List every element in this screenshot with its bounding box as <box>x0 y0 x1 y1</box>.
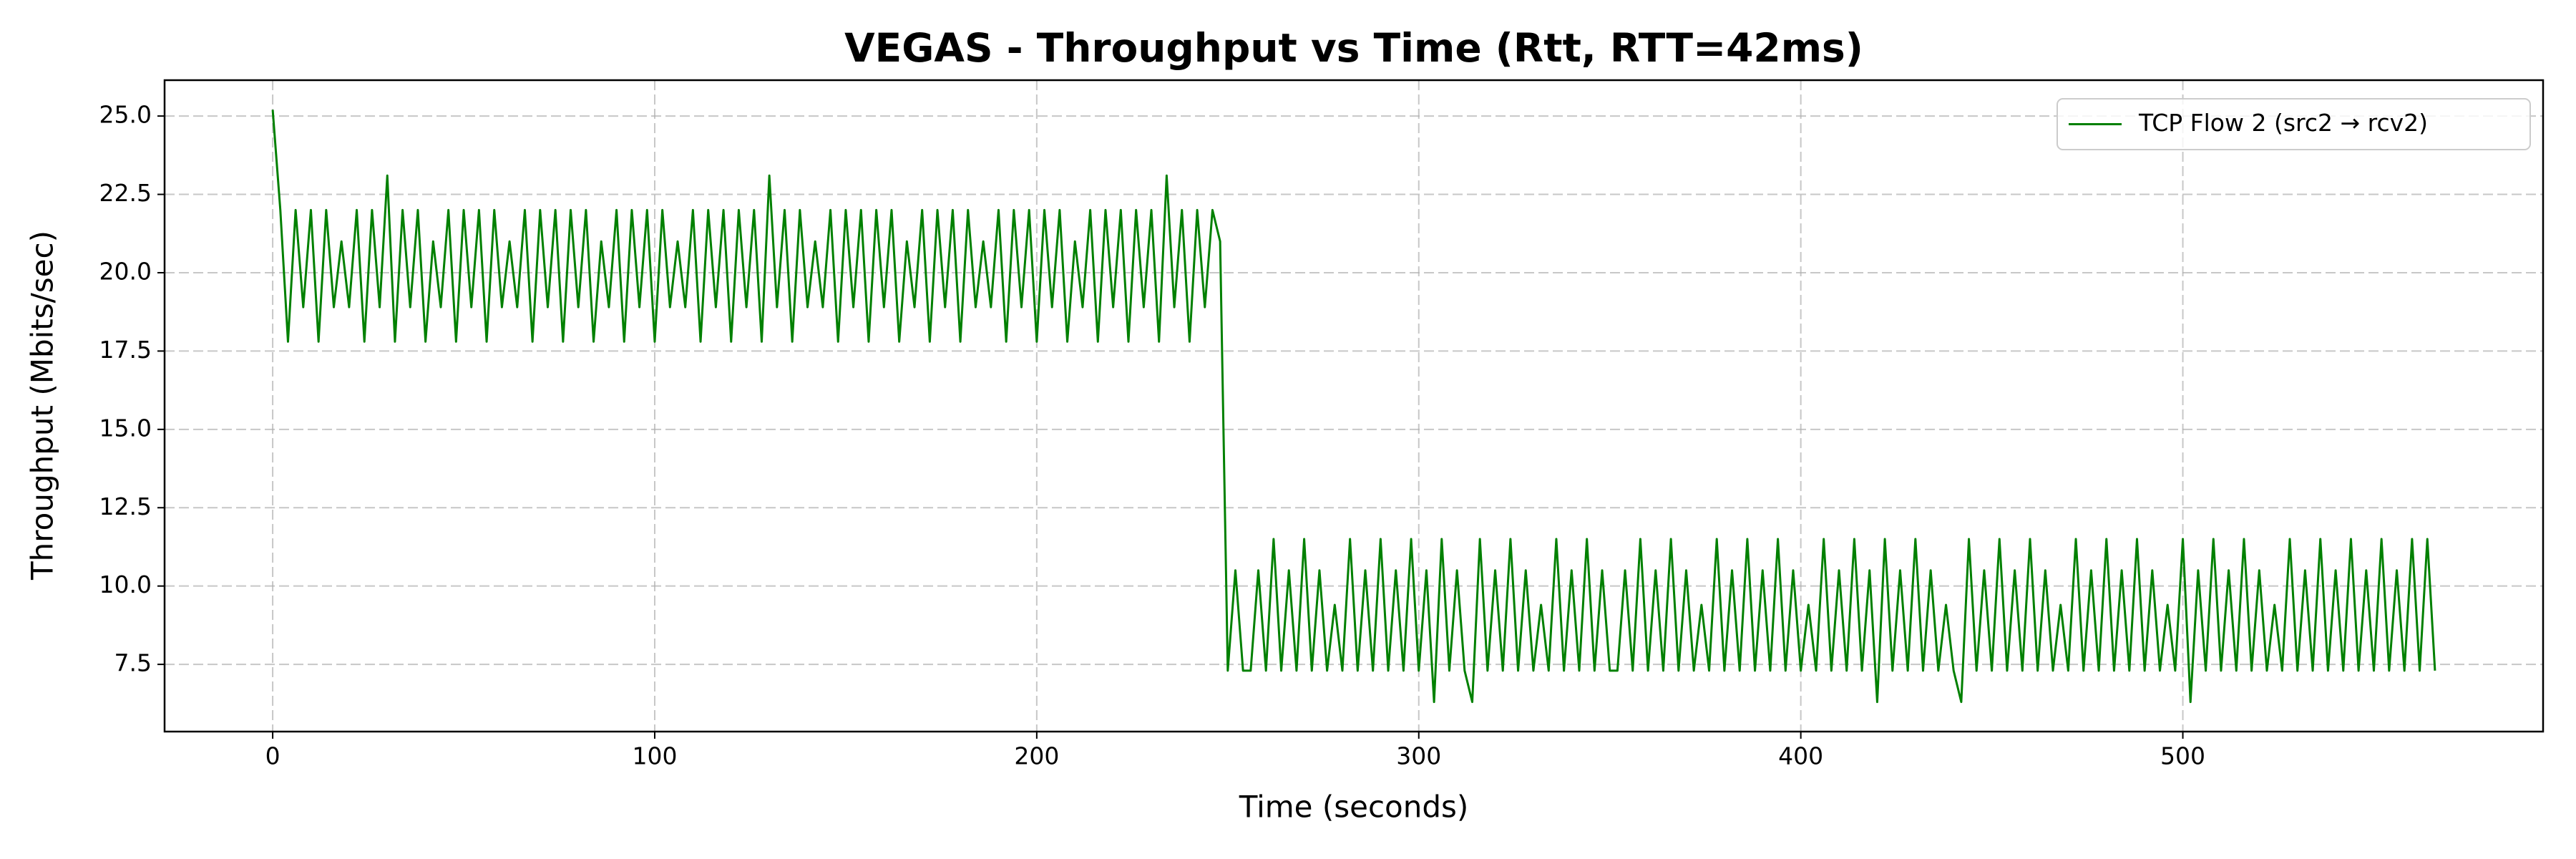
x-tick-label: 100 <box>632 742 677 770</box>
y-tick-label: 15.0 <box>99 414 152 442</box>
x-tick-label: 200 <box>1014 742 1059 770</box>
y-tick-label: 22.5 <box>99 179 152 207</box>
legend-label: TCP Flow 2 (src2 → rcv2) <box>2138 109 2428 137</box>
x-tick-label: 0 <box>265 742 280 770</box>
x-axis-label: Time (seconds) <box>1239 790 1469 825</box>
y-tick-label: 10.0 <box>99 571 152 598</box>
y-tick-label: 17.5 <box>99 336 152 364</box>
x-tick-label: 500 <box>2160 742 2205 770</box>
y-tick-label: 25.0 <box>99 101 152 129</box>
y-tick-label: 20.0 <box>99 257 152 285</box>
chart-title: VEGAS - Throughput vs Time (Rtt, RTT=42m… <box>844 25 1863 71</box>
y-tick-label: 7.5 <box>114 649 152 677</box>
data-line <box>271 110 2436 704</box>
y-axis-label: Throughput (Mbits/sec) <box>25 230 60 581</box>
legend: TCP Flow 2 (src2 → rcv2) <box>2057 98 2531 150</box>
axes-frame <box>163 79 2545 733</box>
y-tick-label: 12.5 <box>99 492 152 520</box>
legend-box <box>2057 98 2531 150</box>
x-tick-label: 300 <box>1396 742 1441 770</box>
x-tick-label: 400 <box>1778 742 1823 770</box>
